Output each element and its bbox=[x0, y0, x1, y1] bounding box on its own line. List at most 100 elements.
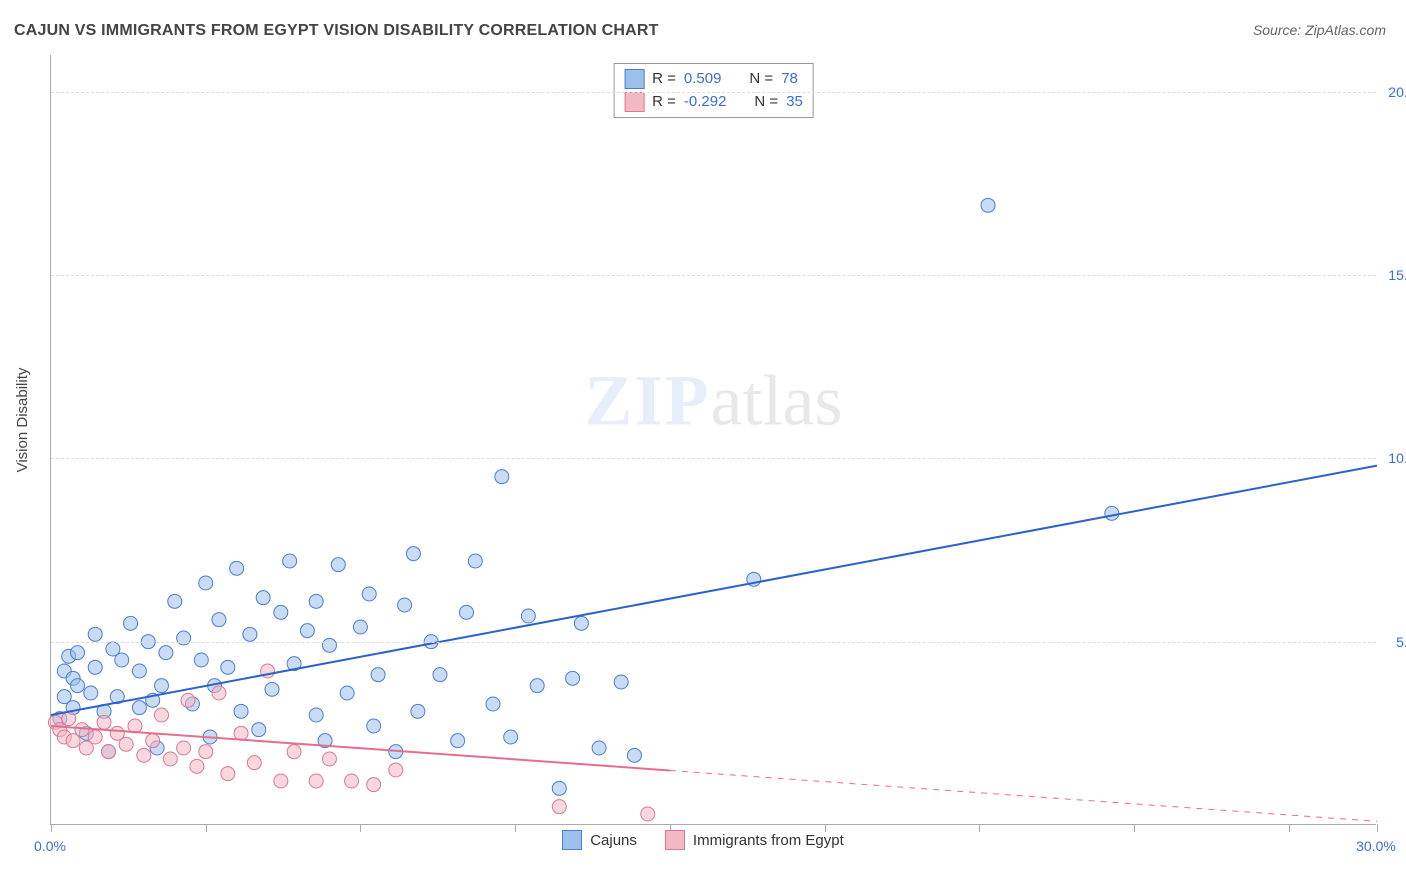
gridline-h bbox=[51, 92, 1376, 93]
data-point bbox=[521, 609, 535, 623]
data-point bbox=[88, 660, 102, 674]
data-point bbox=[97, 715, 111, 729]
data-point bbox=[614, 675, 628, 689]
plot-area: ZIPatlas R = 0.509N = 78R = -0.292N = 35… bbox=[50, 55, 1376, 825]
data-point bbox=[495, 470, 509, 484]
data-point bbox=[88, 627, 102, 641]
data-point bbox=[155, 708, 169, 722]
series-legend: Cajuns Immigrants from Egypt bbox=[0, 830, 1406, 854]
data-point bbox=[504, 730, 518, 744]
data-point bbox=[199, 745, 213, 759]
data-point bbox=[309, 774, 323, 788]
data-point bbox=[101, 745, 115, 759]
data-point bbox=[389, 763, 403, 777]
data-point bbox=[411, 704, 425, 718]
data-point bbox=[137, 748, 151, 762]
data-point bbox=[212, 686, 226, 700]
gridline-h bbox=[51, 275, 1376, 276]
data-point bbox=[552, 800, 566, 814]
gridline-h bbox=[51, 458, 1376, 459]
correlation-legend: R = 0.509 N = 78R = -0.292N = 35 bbox=[613, 63, 814, 118]
legend-n-value: 35 bbox=[786, 91, 803, 114]
chart-svg bbox=[51, 55, 1376, 824]
data-point bbox=[331, 558, 345, 572]
chart-title: CAJUN VS IMMIGRANTS FROM EGYPT VISION DI… bbox=[14, 22, 659, 40]
data-point bbox=[199, 576, 213, 590]
legend-r-label: R = bbox=[652, 91, 676, 114]
y-tick-label: 15.0% bbox=[1380, 267, 1406, 283]
data-point bbox=[367, 719, 381, 733]
data-point bbox=[243, 627, 257, 641]
y-tick-label: 10.0% bbox=[1380, 450, 1406, 466]
data-point bbox=[84, 686, 98, 700]
data-point bbox=[287, 745, 301, 759]
data-point bbox=[274, 774, 288, 788]
legend-swatch bbox=[624, 92, 644, 112]
data-point bbox=[283, 554, 297, 568]
data-point bbox=[566, 671, 580, 685]
data-point bbox=[309, 594, 323, 608]
data-point bbox=[367, 778, 381, 792]
data-point bbox=[75, 723, 89, 737]
legend-r-value: 0.509 bbox=[684, 68, 722, 91]
y-axis-label: Vision Disability bbox=[14, 368, 31, 473]
data-point bbox=[300, 624, 314, 638]
data-point bbox=[322, 638, 336, 652]
data-point bbox=[433, 668, 447, 682]
data-point bbox=[552, 781, 566, 795]
legend-n-label: N = bbox=[754, 91, 778, 114]
legend-row: R = 0.509 N = 78 bbox=[624, 68, 803, 91]
data-point bbox=[309, 708, 323, 722]
data-point bbox=[406, 547, 420, 561]
data-point bbox=[62, 712, 76, 726]
data-point bbox=[981, 198, 995, 212]
data-point bbox=[194, 653, 208, 667]
data-point bbox=[221, 660, 235, 674]
legend-item: Cajuns bbox=[562, 830, 637, 850]
trend-line bbox=[51, 466, 1377, 715]
data-point bbox=[119, 737, 133, 751]
legend-n-label: N = bbox=[749, 68, 773, 91]
legend-row: R = -0.292N = 35 bbox=[624, 91, 803, 114]
data-point bbox=[88, 730, 102, 744]
data-point bbox=[371, 668, 385, 682]
data-point bbox=[190, 759, 204, 773]
gridline-h bbox=[51, 642, 1376, 643]
data-point bbox=[247, 756, 261, 770]
data-point bbox=[71, 646, 85, 660]
data-point bbox=[177, 631, 191, 645]
data-point bbox=[627, 748, 641, 762]
data-point bbox=[163, 752, 177, 766]
legend-label: Cajuns bbox=[590, 832, 637, 849]
data-point bbox=[362, 587, 376, 601]
data-point bbox=[398, 598, 412, 612]
data-point bbox=[486, 697, 500, 711]
data-point bbox=[353, 620, 367, 634]
legend-swatch bbox=[562, 830, 582, 850]
data-point bbox=[252, 723, 266, 737]
data-point bbox=[234, 726, 248, 740]
data-point bbox=[71, 679, 85, 693]
data-point bbox=[168, 594, 182, 608]
legend-swatch bbox=[624, 69, 644, 89]
legend-n-value: 78 bbox=[781, 68, 798, 91]
data-point bbox=[181, 693, 195, 707]
y-tick-label: 20.0% bbox=[1380, 84, 1406, 100]
data-point bbox=[234, 704, 248, 718]
data-point bbox=[132, 664, 146, 678]
data-point bbox=[274, 605, 288, 619]
data-point bbox=[177, 741, 191, 755]
legend-r-label: R = bbox=[652, 68, 676, 91]
y-tick-label: 5.0% bbox=[1380, 634, 1406, 650]
data-point bbox=[212, 613, 226, 627]
data-point bbox=[221, 767, 235, 781]
legend-item: Immigrants from Egypt bbox=[665, 830, 844, 850]
data-point bbox=[574, 616, 588, 630]
data-point bbox=[124, 616, 138, 630]
data-point bbox=[459, 605, 473, 619]
data-point bbox=[159, 646, 173, 660]
data-point bbox=[265, 682, 279, 696]
x-tick-label: 0.0% bbox=[34, 838, 66, 854]
data-point bbox=[322, 752, 336, 766]
data-point bbox=[530, 679, 544, 693]
